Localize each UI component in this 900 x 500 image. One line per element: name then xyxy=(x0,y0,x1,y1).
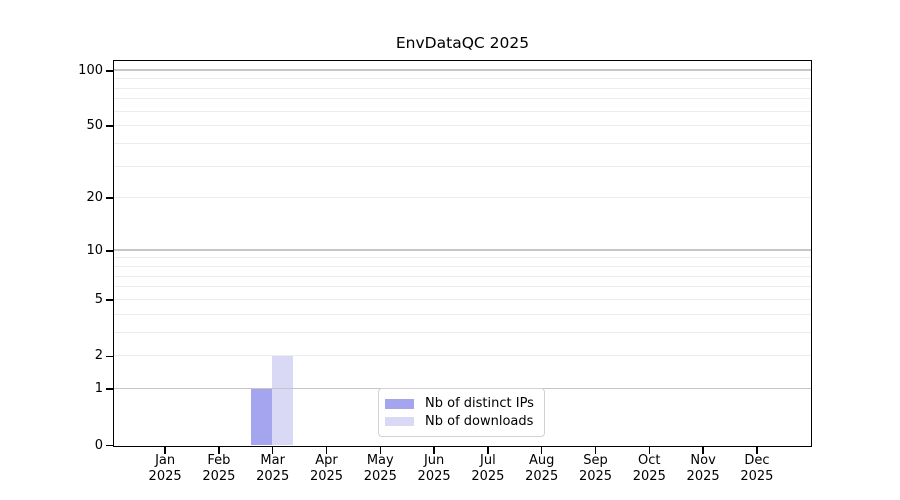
x-tick-label-mar: Mar 2025 xyxy=(244,453,302,484)
gridline-y-60 xyxy=(114,110,811,112)
gridline-y-20 xyxy=(114,197,811,199)
gridline-y-6 xyxy=(114,286,811,288)
x-tick-label-sep: Sep 2025 xyxy=(567,453,625,484)
x-tick-month-dec: Dec xyxy=(744,453,770,468)
gridline-y-70 xyxy=(114,98,811,100)
x-tick-mar xyxy=(271,447,274,454)
y-tick-100 xyxy=(106,69,113,72)
x-tick-year-jun: 2025 xyxy=(417,468,451,484)
x-tick-label-jan: Jan 2025 xyxy=(136,453,194,484)
x-tick-month-jul: Jul xyxy=(480,453,496,468)
gridline-y-7 xyxy=(114,275,811,277)
gridline-y-90 xyxy=(114,78,811,80)
x-tick-may xyxy=(379,447,382,454)
legend-label-nb-of-distinct-ips: Nb of distinct IPs xyxy=(425,396,534,412)
y-tick-0 xyxy=(106,444,113,447)
gridline-y-3 xyxy=(114,331,811,333)
y-tick-label-10: 10 xyxy=(86,242,103,258)
x-tick-feb xyxy=(218,447,220,454)
x-tick-label-dec: Dec 2025 xyxy=(728,453,786,484)
gridline-y-9 xyxy=(114,257,811,259)
y-tick-label-20: 20 xyxy=(86,190,103,206)
x-tick-month-sep: Sep xyxy=(583,453,608,468)
x-tick-year-may: 2025 xyxy=(363,468,397,484)
legend-entry-nb-of-downloads: Nb of downloads xyxy=(385,413,534,431)
x-tick-nov xyxy=(702,447,704,454)
gridline-y-100 xyxy=(114,69,811,71)
gridline-y-2 xyxy=(114,355,811,357)
x-tick-sep xyxy=(594,447,597,454)
x-tick-label-feb: Feb 2025 xyxy=(190,453,248,484)
y-tick-1 xyxy=(106,388,113,391)
y-tick-label-50: 50 xyxy=(86,118,103,134)
x-tick-month-mar: Mar xyxy=(260,453,285,468)
gridline-y-80 xyxy=(114,87,811,89)
x-tick-label-jun: Jun 2025 xyxy=(405,453,463,484)
x-tick-month-nov: Nov xyxy=(690,453,716,468)
x-tick-dec xyxy=(756,447,758,454)
x-tick-label-oct: Oct 2025 xyxy=(620,453,678,484)
gridline-y-4 xyxy=(114,313,811,315)
x-tick-month-feb: Feb xyxy=(207,453,231,468)
y-tick-5 xyxy=(106,299,113,301)
legend-label-nb-of-downloads: Nb of downloads xyxy=(425,413,534,429)
gridline-y-10 xyxy=(114,249,811,251)
legend: Nb of distinct IPs Nb of downloads xyxy=(378,388,545,437)
y-tick-label-100: 100 xyxy=(78,62,103,78)
y-tick-50 xyxy=(106,125,113,128)
x-tick-month-jun: Jun xyxy=(423,453,445,468)
gridline-y-5 xyxy=(114,298,811,300)
legend-swatch-nb-of-downloads xyxy=(385,416,414,426)
x-tick-year-sep: 2025 xyxy=(578,468,613,484)
legend-swatch-nb-of-distinct-ips xyxy=(385,399,414,409)
x-tick-year-jan: 2025 xyxy=(148,468,182,484)
y-tick-20 xyxy=(106,197,113,200)
x-tick-month-may: May xyxy=(366,453,394,468)
x-tick-label-aug: Aug 2025 xyxy=(513,453,571,484)
x-tick-year-aug: 2025 xyxy=(525,468,559,484)
x-tick-jun xyxy=(433,447,435,454)
y-tick-label-5: 5 xyxy=(94,292,103,308)
y-tick-10 xyxy=(106,250,113,252)
x-tick-month-apr: Apr xyxy=(315,453,338,468)
x-tick-month-jan: Jan xyxy=(155,453,176,468)
x-tick-year-mar: 2025 xyxy=(256,468,290,484)
x-tick-year-jul: 2025 xyxy=(471,468,505,484)
x-tick-label-apr: Apr 2025 xyxy=(298,453,356,484)
plot-area xyxy=(113,60,812,447)
chart-title: EnvDataQC 2025 xyxy=(395,34,530,52)
gridline-y-50 xyxy=(114,125,811,127)
x-tick-aug xyxy=(540,447,543,454)
x-tick-year-dec: 2025 xyxy=(740,468,774,484)
y-tick-2 xyxy=(106,355,113,358)
x-tick-label-jul: Jul 2025 xyxy=(459,453,517,484)
x-tick-jul xyxy=(487,447,489,454)
y-tick-label-1: 1 xyxy=(94,381,103,397)
bar-nb-of-downloads-mar xyxy=(272,355,294,445)
gridline-y-30 xyxy=(114,165,811,167)
x-tick-oct xyxy=(648,447,651,454)
x-tick-month-aug: Aug xyxy=(528,453,555,468)
x-tick-month-oct: Oct xyxy=(638,453,661,468)
bar-nb-of-distinct-ips-mar xyxy=(251,388,273,445)
x-tick-label-nov: Nov 2025 xyxy=(674,453,732,484)
x-tick-year-nov: 2025 xyxy=(686,468,720,484)
x-tick-apr xyxy=(325,447,328,454)
legend-entry-nb-of-distinct-ips: Nb of distinct IPs xyxy=(385,395,534,413)
x-tick-year-apr: 2025 xyxy=(309,468,344,484)
x-tick-jan xyxy=(164,447,166,454)
x-tick-year-oct: 2025 xyxy=(632,468,666,484)
y-tick-label-0: 0 xyxy=(94,437,103,453)
gridline-y-8 xyxy=(114,266,811,268)
x-tick-year-feb: 2025 xyxy=(202,468,236,484)
x-tick-label-may: May 2025 xyxy=(351,453,409,484)
gridline-y-40 xyxy=(114,142,811,144)
y-tick-label-2: 2 xyxy=(94,348,103,364)
